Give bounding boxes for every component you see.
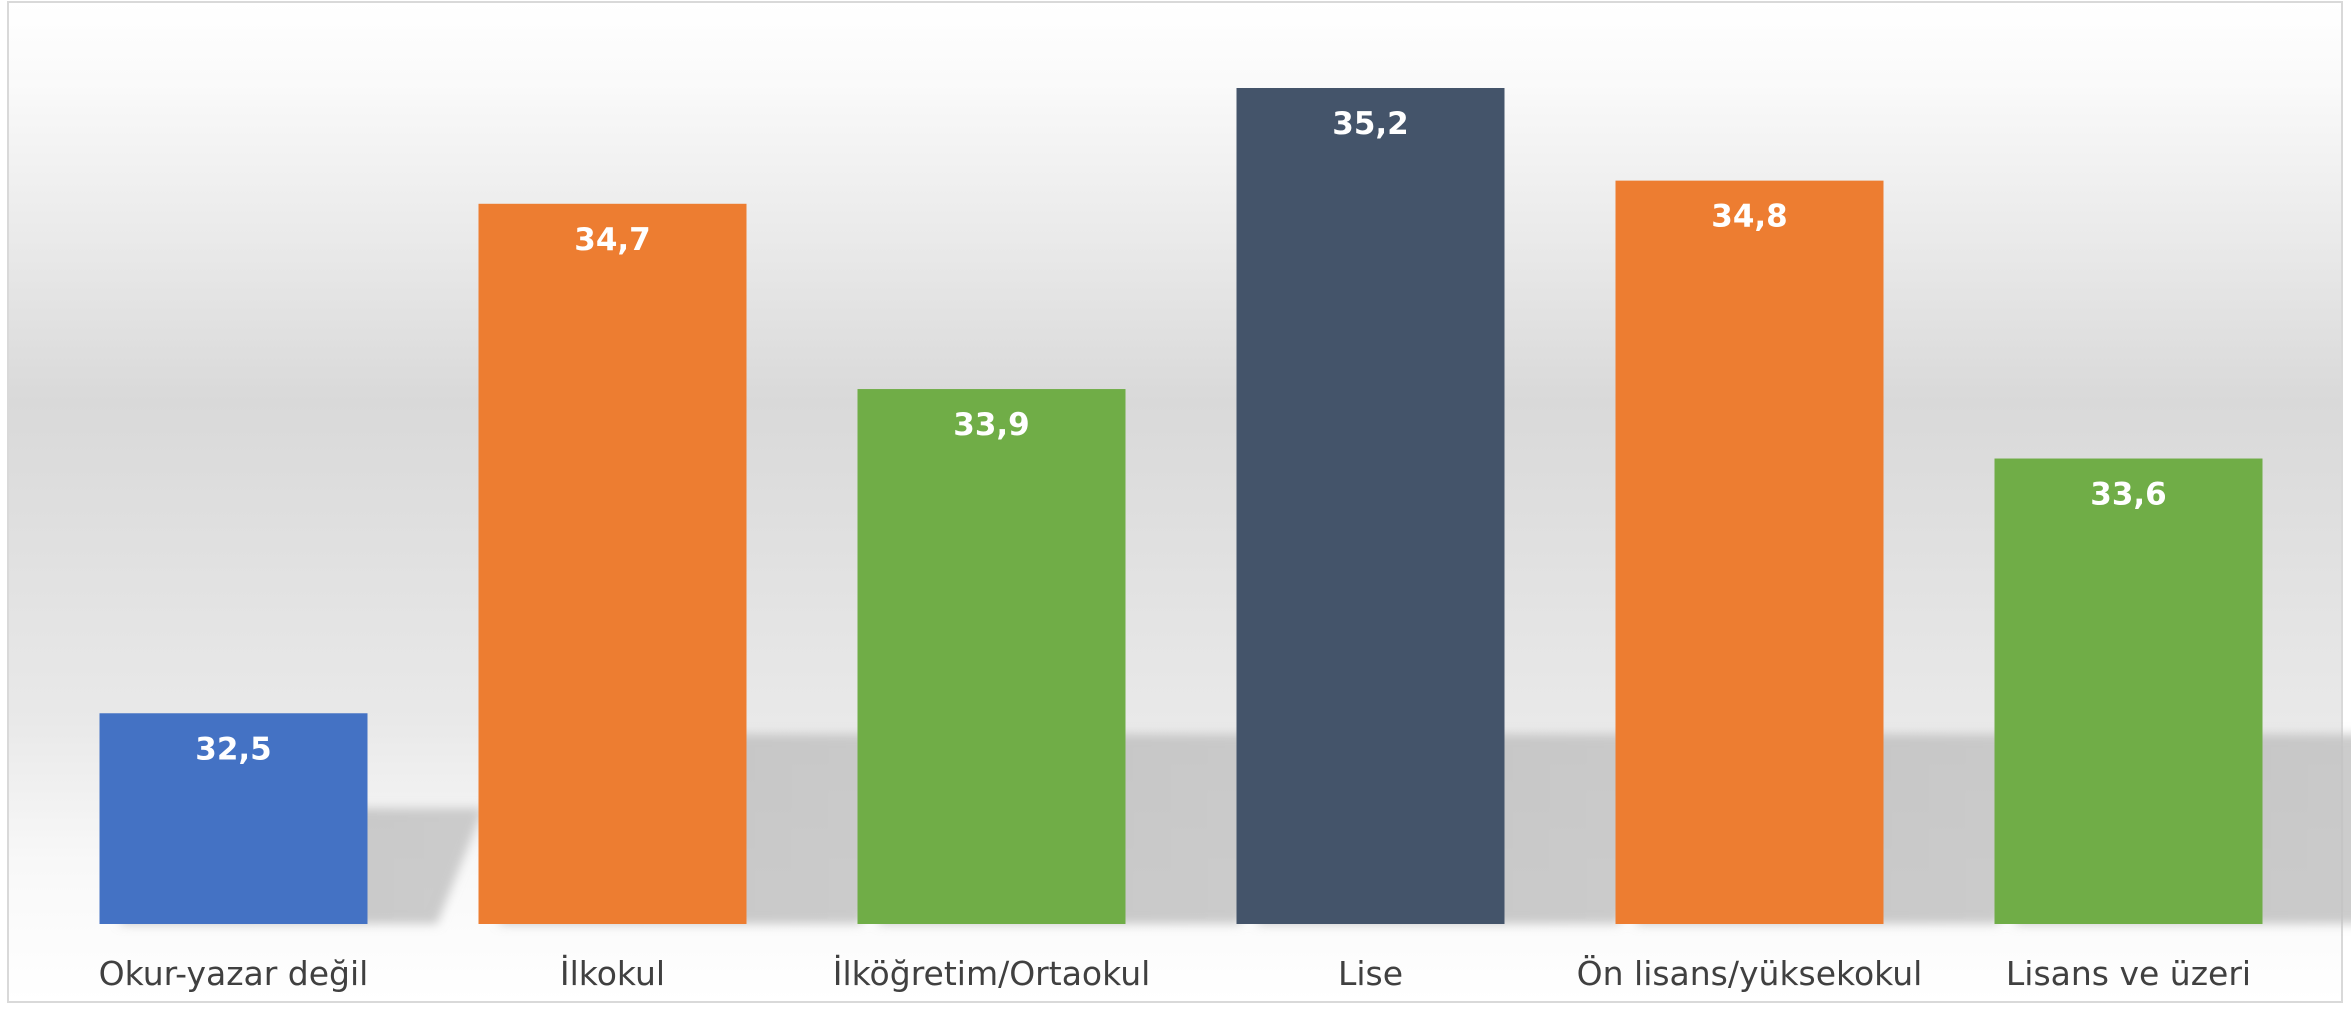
bar: [1237, 88, 1505, 924]
data-label: 34,8: [1711, 199, 1788, 235]
category-label: Lise: [1338, 954, 1403, 993]
category-label: İlköğretim/Ortaokul: [833, 954, 1151, 993]
bar: [858, 389, 1126, 924]
category-label: Ön lisans/yüksekokul: [1577, 953, 1923, 993]
bar: [1616, 181, 1884, 924]
category-label: İlkokul: [560, 954, 665, 993]
data-label: 35,2: [1332, 106, 1409, 142]
data-label: 33,6: [2090, 477, 2167, 513]
data-label: 32,5: [195, 731, 272, 767]
data-label: 34,7: [574, 222, 651, 258]
data-label: 33,9: [953, 407, 1030, 443]
category-label: Okur-yazar değil: [99, 954, 369, 993]
bar: [1995, 459, 2263, 924]
bar: [479, 204, 747, 924]
category-label: Lisans ve üzeri: [2006, 954, 2251, 993]
